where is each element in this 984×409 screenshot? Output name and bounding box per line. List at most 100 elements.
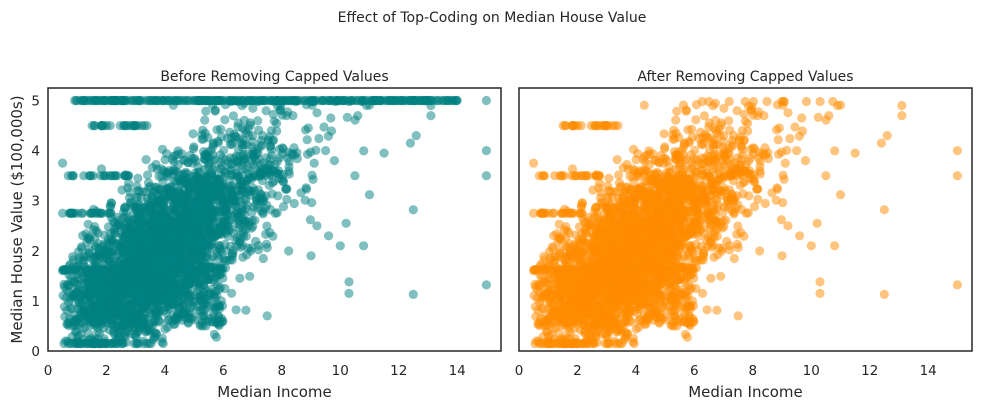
scatter-point: [405, 138, 415, 148]
scatter-point: [275, 144, 285, 154]
scatter-point: [112, 171, 122, 181]
scatter-point: [161, 215, 171, 225]
scatter-point: [342, 112, 352, 122]
scatter-point: [248, 131, 258, 141]
scatter-point: [150, 182, 160, 192]
scatter-point: [248, 103, 258, 113]
scatter-point: [246, 243, 256, 253]
scatter-point: [93, 318, 103, 328]
scatter-point: [116, 291, 126, 301]
scatter-point: [181, 306, 191, 316]
scatter-point: [210, 181, 220, 191]
scatter-point: [744, 191, 754, 201]
scatter-point: [698, 288, 708, 298]
scatter-point: [314, 133, 324, 144]
scatter-point: [201, 184, 211, 194]
scatter-point: [65, 208, 75, 218]
scatter-point: [216, 228, 226, 238]
scatter-point: [59, 302, 69, 312]
scatter-point: [115, 315, 125, 325]
scatter-point: [253, 116, 263, 126]
scatter-marks-after: [529, 96, 963, 349]
scatter-point: [785, 133, 795, 144]
scatter-point: [81, 316, 91, 326]
scatter-point: [231, 200, 241, 211]
scatter-point: [612, 155, 622, 165]
scatter-point: [151, 159, 161, 170]
scatter-point: [136, 121, 147, 131]
scatter-point: [143, 178, 154, 188]
scatter-point: [121, 328, 131, 338]
scatter-point: [269, 116, 279, 126]
scatter-point: [110, 228, 120, 238]
scatter-point: [268, 109, 278, 119]
scatter-point: [198, 280, 208, 290]
scatter-point: [204, 219, 214, 229]
scatter-point: [305, 215, 315, 225]
scatter-point: [184, 299, 194, 309]
scatter-point: [217, 317, 227, 327]
scatter-point: [84, 288, 94, 298]
scatter-point: [353, 111, 363, 121]
scatter-point: [307, 198, 317, 208]
scatter-point: [306, 251, 316, 261]
scatter-point: [221, 246, 231, 256]
scatter-point: [208, 139, 218, 149]
x-tick-label: 8: [278, 363, 287, 379]
scatter-point: [183, 199, 193, 209]
scatter-point: [105, 201, 115, 211]
scatter-point: [264, 180, 274, 190]
scatter-point: [724, 116, 734, 126]
scatter-point: [236, 242, 246, 252]
scatter-point: [265, 228, 275, 238]
scatter-point: [151, 311, 161, 321]
scatter-point: [335, 241, 345, 251]
scatter-point: [724, 96, 734, 107]
scatter-point: [143, 170, 153, 180]
scatter-point: [115, 255, 126, 265]
scatter-point: [773, 135, 783, 145]
scatter-point: [93, 308, 103, 318]
scatter-point: [272, 126, 282, 136]
scatter-point: [239, 217, 250, 227]
scatter-point: [199, 306, 209, 316]
scatter-point: [144, 285, 154, 295]
scatter-point: [231, 305, 241, 315]
scatter-point: [284, 246, 294, 256]
scatter-point: [248, 160, 258, 170]
figure-suptitle: Effect of Top-Coding on Median House Val…: [338, 10, 647, 26]
scatter-point: [155, 293, 165, 303]
scatter-point: [481, 280, 491, 290]
scatter-point: [256, 190, 266, 200]
scatter-point: [235, 273, 245, 283]
scatter-point: [217, 154, 227, 164]
scatter-point: [125, 235, 135, 245]
scatter-point: [180, 209, 190, 219]
scatter-point: [67, 292, 77, 302]
scatter-point: [60, 336, 71, 346]
scatter-point: [78, 208, 88, 218]
scatter-point: [200, 240, 210, 250]
scatter-point: [102, 338, 112, 349]
scatter-point: [188, 144, 199, 154]
scatter-point: [164, 190, 174, 200]
scatter-point: [107, 265, 117, 275]
scatter-point: [230, 132, 240, 142]
scatter-point: [216, 132, 227, 142]
scatter-point: [142, 338, 152, 349]
scatter-point: [106, 208, 116, 218]
scatter-point: [725, 125, 735, 135]
scatter-point: [170, 313, 180, 323]
scatter-point: [753, 194, 763, 204]
scatter-point: [245, 271, 255, 281]
scatter-point: [192, 305, 202, 315]
scatter-point: [150, 328, 160, 338]
scatter-point: [778, 198, 788, 208]
scatter-point: [62, 280, 72, 290]
scatter-point: [481, 171, 491, 181]
scatter-point: [119, 245, 129, 255]
x-tick-label: 14: [449, 363, 466, 379]
x-tick-label: 4: [161, 363, 170, 379]
scatter-point: [302, 135, 312, 145]
scatter-point: [206, 255, 216, 265]
